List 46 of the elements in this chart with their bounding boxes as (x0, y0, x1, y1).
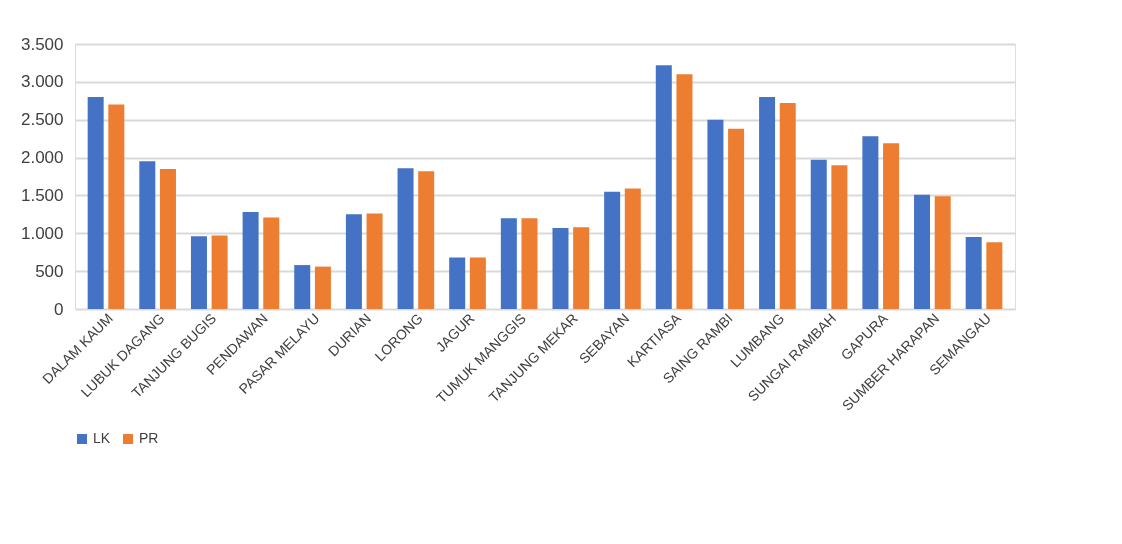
bar (469, 257, 486, 309)
y-tick-label: 0 (54, 299, 64, 319)
bar (418, 171, 435, 309)
y-tick-label: 500 (35, 261, 64, 281)
bar (294, 265, 311, 309)
bar (934, 196, 951, 309)
bar (449, 257, 466, 309)
y-tick-label: 3.000 (20, 72, 64, 92)
bar (345, 214, 362, 309)
bar (521, 218, 538, 309)
y-tick-label: 1.500 (20, 185, 64, 205)
y-tick-label: 1.000 (20, 223, 64, 243)
bar (314, 266, 331, 309)
bar (139, 161, 156, 309)
bar (87, 97, 104, 309)
bar (552, 227, 569, 309)
bar (986, 242, 1003, 309)
legend-label: PR (139, 430, 159, 446)
y-tick-label: 2.000 (20, 148, 64, 168)
legend-label: LK (93, 430, 111, 446)
bar (862, 136, 879, 309)
bar (965, 237, 982, 309)
bar (397, 168, 414, 309)
bar (190, 236, 207, 309)
bar (779, 103, 796, 309)
bar (108, 104, 125, 309)
bar (914, 194, 931, 309)
y-tick-label: 2.500 (20, 110, 64, 130)
bar (263, 217, 280, 309)
bar (573, 227, 590, 309)
bar (728, 128, 745, 309)
bar (366, 213, 383, 309)
bar (242, 212, 259, 309)
bar (655, 65, 672, 309)
bar (159, 168, 176, 309)
bar (624, 188, 641, 309)
bar (211, 235, 228, 309)
bar (759, 97, 776, 309)
bar (810, 159, 827, 309)
bar (676, 74, 693, 309)
y-tick-label: 3.500 (20, 34, 64, 54)
bar (883, 143, 900, 309)
bar (707, 119, 724, 309)
bar (831, 165, 848, 309)
bar (500, 218, 517, 309)
bar (604, 191, 621, 309)
